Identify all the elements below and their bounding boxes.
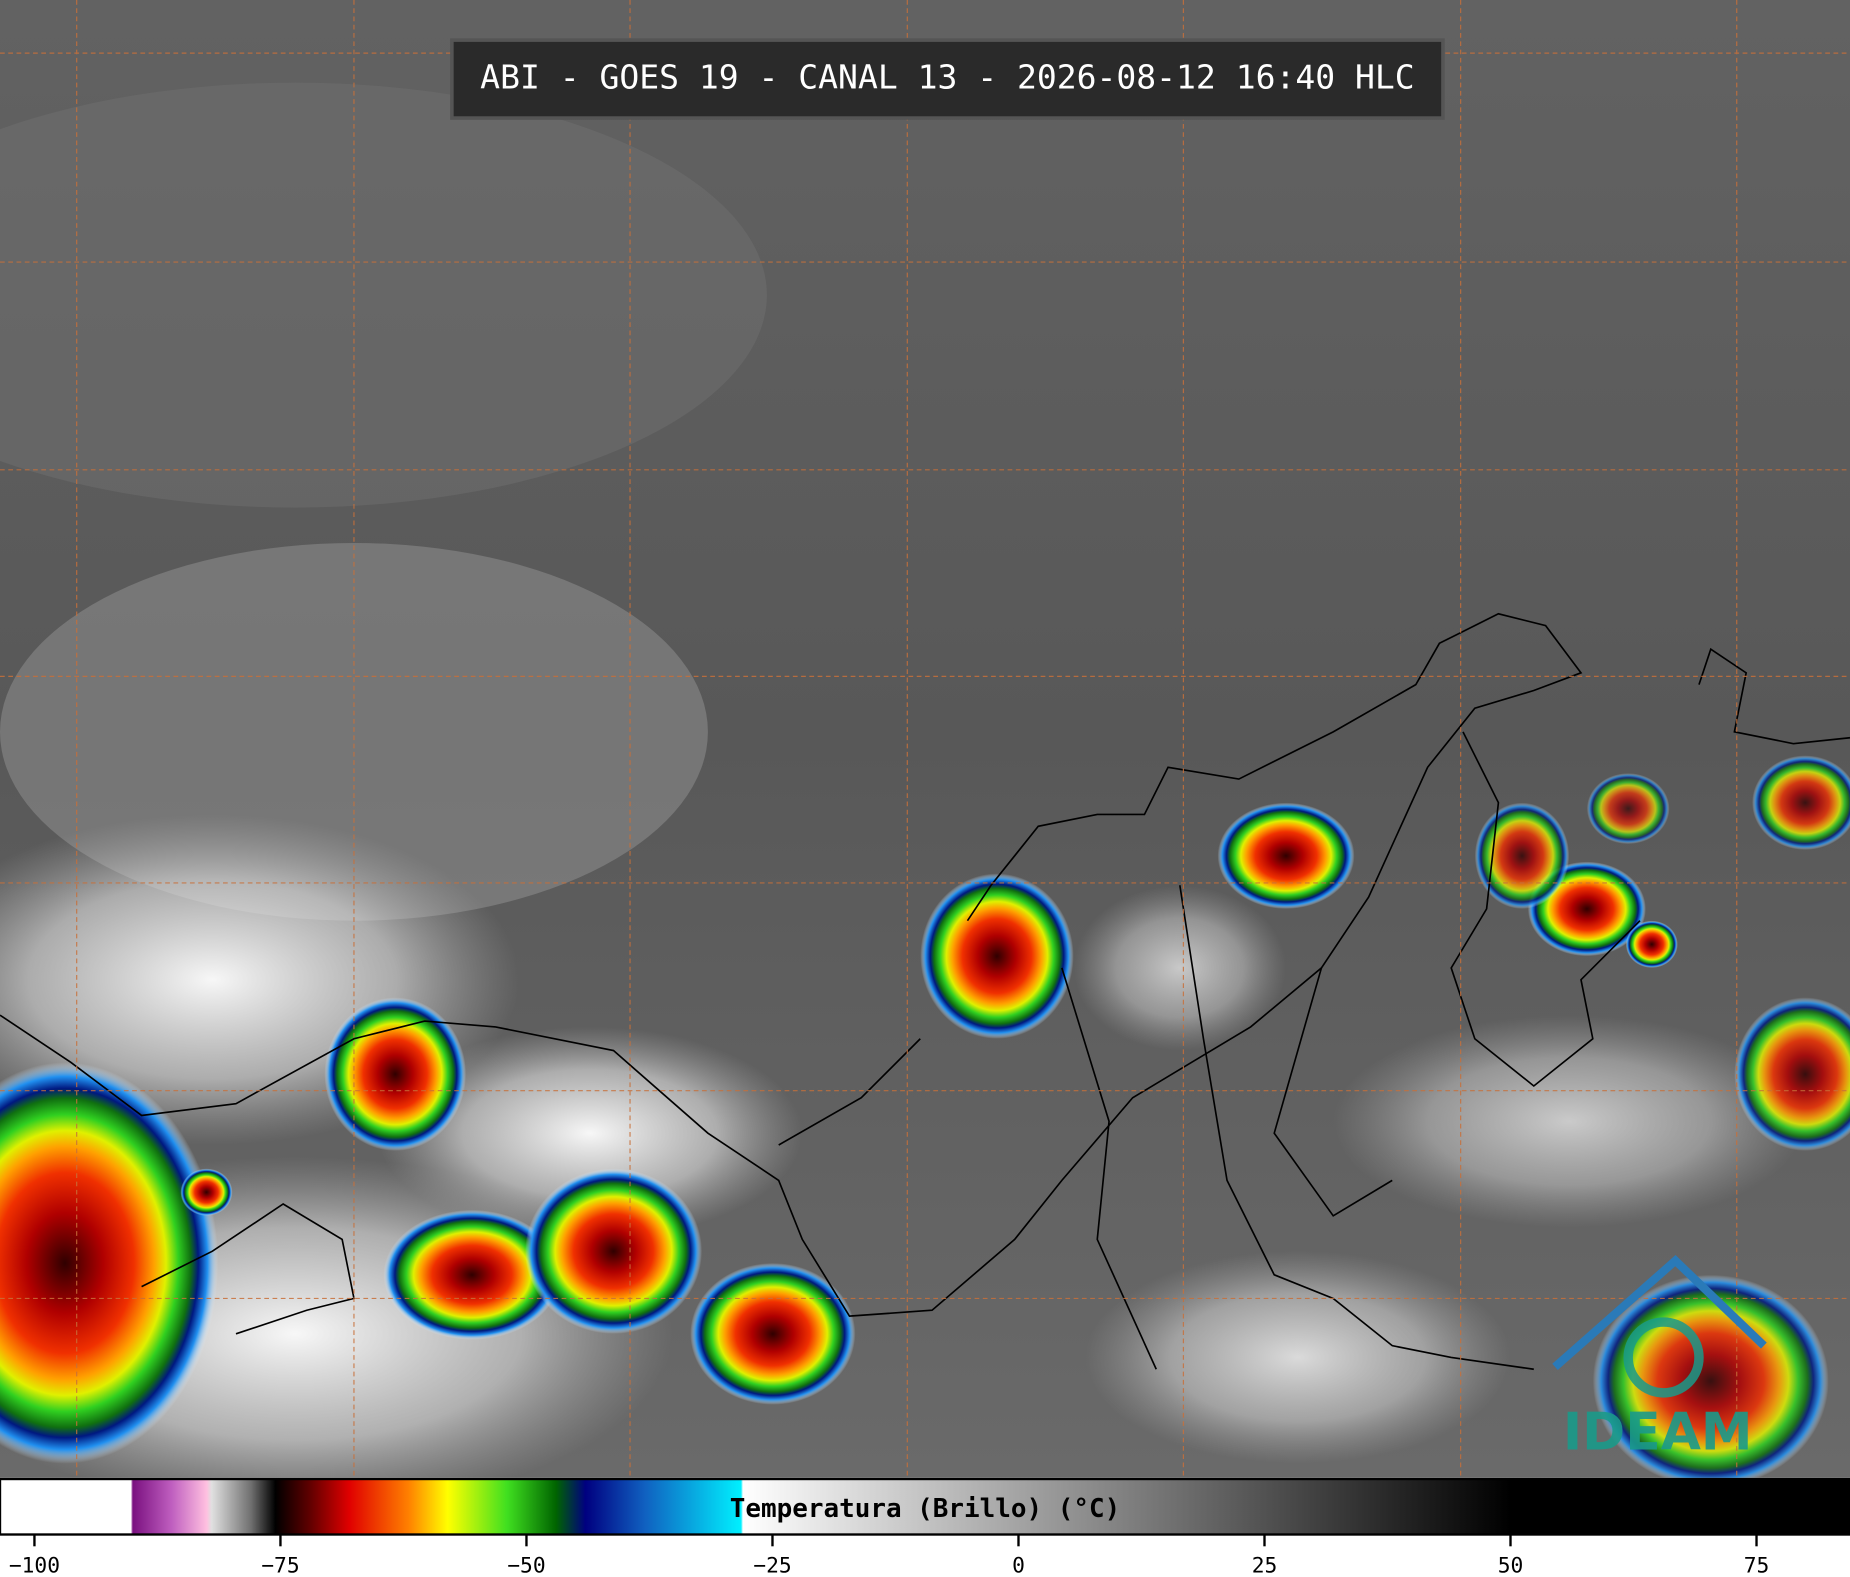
imagery (0, 0, 1850, 1511)
tick-label: −75 (261, 1553, 299, 1577)
tick-label: 50 (1498, 1553, 1524, 1577)
title-box (450, 38, 1445, 120)
tick-label: 25 (1252, 1553, 1278, 1577)
tick-label: 0 (1012, 1553, 1025, 1577)
tick-label: −50 (507, 1553, 545, 1577)
logo: IDEAM (1552, 1255, 1767, 1463)
colorbar (0, 1477, 1850, 1536)
tick-label: 75 (1744, 1553, 1770, 1577)
tick-label: −25 (753, 1553, 791, 1577)
tick-label: −100 (9, 1553, 60, 1577)
title: ABI - GOES 19 - CANAL 13 - 2026-08-12 16… (480, 58, 1414, 97)
logo-text: IDEAM (1563, 1403, 1753, 1463)
colorbar-label: Temperatura (Brillo) (°C) (730, 1494, 1121, 1524)
colorbar-ticks: −100 −75 −50 −25 0 25 50 75 (9, 1534, 1770, 1577)
coastlines (0, 612, 1850, 1371)
